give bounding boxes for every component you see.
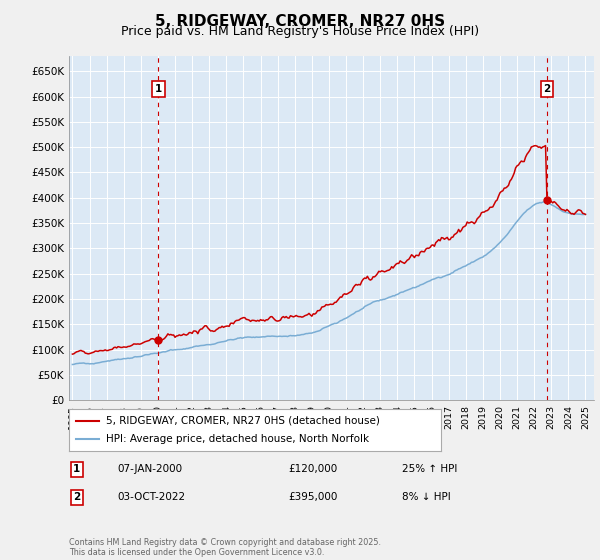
Text: £120,000: £120,000 xyxy=(288,464,337,474)
Text: £395,000: £395,000 xyxy=(288,492,337,502)
Text: 5, RIDGEWAY, CROMER, NR27 0HS (detached house): 5, RIDGEWAY, CROMER, NR27 0HS (detached … xyxy=(106,416,380,426)
Text: 8% ↓ HPI: 8% ↓ HPI xyxy=(402,492,451,502)
Text: 07-JAN-2000: 07-JAN-2000 xyxy=(117,464,182,474)
Text: Price paid vs. HM Land Registry's House Price Index (HPI): Price paid vs. HM Land Registry's House … xyxy=(121,25,479,38)
Text: 5, RIDGEWAY, CROMER, NR27 0HS: 5, RIDGEWAY, CROMER, NR27 0HS xyxy=(155,14,445,29)
Text: 2: 2 xyxy=(73,492,80,502)
Text: 1: 1 xyxy=(73,464,80,474)
Text: 03-OCT-2022: 03-OCT-2022 xyxy=(117,492,185,502)
Text: 1: 1 xyxy=(155,84,162,94)
Text: HPI: Average price, detached house, North Norfolk: HPI: Average price, detached house, Nort… xyxy=(106,434,370,444)
Text: Contains HM Land Registry data © Crown copyright and database right 2025.
This d: Contains HM Land Registry data © Crown c… xyxy=(69,538,381,557)
Text: 2: 2 xyxy=(544,84,551,94)
Text: 25% ↑ HPI: 25% ↑ HPI xyxy=(402,464,457,474)
